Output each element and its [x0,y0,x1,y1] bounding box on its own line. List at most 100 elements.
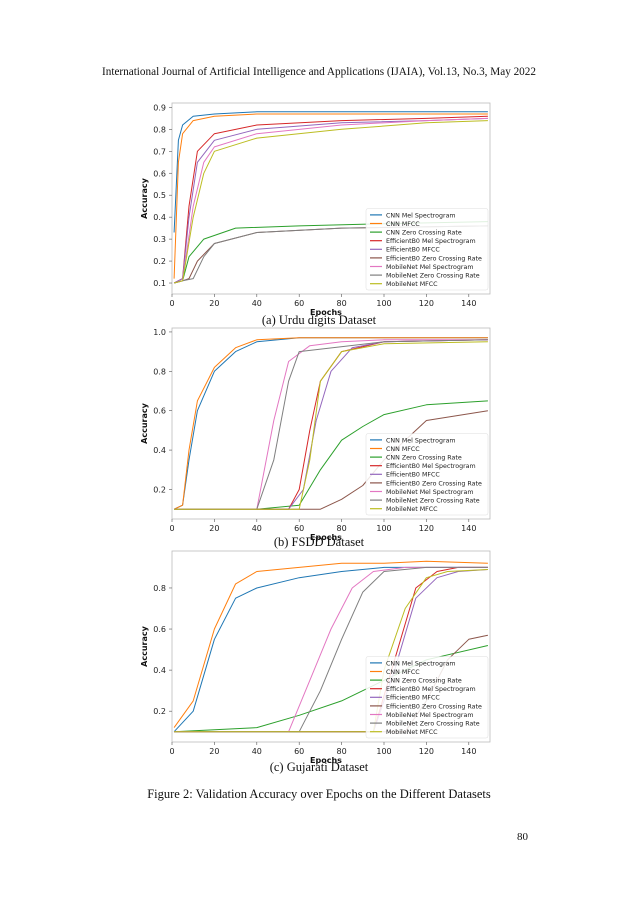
x-tick-label: 80 [337,299,347,308]
legend-label: MobileNet Mel Spectrogram [386,264,473,271]
x-tick-label: 60 [294,747,304,756]
legend-label: CNN Zero Crossing Rate [386,230,462,237]
y-tick-label: 0.6 [153,625,166,634]
legend-label: MobileNet Mel Spectrogram [386,489,473,496]
y-tick-label: 0.8 [153,367,166,376]
series-line-2 [173,113,488,279]
y-tick-label: 0.9 [153,103,166,112]
y-tick-label: 0.5 [153,191,166,200]
y-tick-label: 0.4 [153,213,166,222]
legend-label: CNN MFCC [386,221,420,228]
caption-c: (c) Gujarati Dataset [269,760,369,774]
legend-box [365,656,489,739]
legend-label: EfficientB0 Mel Spectrogram [386,238,476,245]
y-tick-label: 0.2 [153,485,166,494]
x-tick-label: 120 [419,747,434,756]
chart-gujarati: 0.2 0.4 0.6 0.8 0 20 40 60 80 100 120 140 Epochs Accu… [132,546,502,768]
x-tick-label: 40 [252,299,262,308]
y-tick-label: 0.6 [153,169,166,178]
chart-urdu-svg: 0.1 0.2 0.3 0.4 0.5 0.6 0.7 0.8 0.9 0 20 40 60 80 100 1… [140,102,491,317]
series-line-2 [173,337,488,510]
y-tick-label: 0.2 [153,707,166,716]
chart-fsdd: 0.2 0.4 0.6 0.8 1.0 0 20 40 60 80 100 120 140 Epochs A… [132,323,502,545]
y-tick-label: 0.3 [153,235,166,244]
legend-label: CNN MFCC [386,446,420,453]
legend-label: CNN Mel Spectrogram [386,212,456,219]
series-line-9 [174,341,488,510]
legend-label: EfficientB0 MFCC [386,695,440,702]
series-line-9 [173,120,488,284]
legend-label: MobileNet Zero Crossing Rate [386,721,480,728]
legend-label: EfficientB0 MFCC [386,472,440,479]
x-tick-label: 100 [376,747,391,756]
series-line-7 [174,339,488,510]
x-tick-label: 80 [337,747,347,756]
y-axis-label: Accuracy [140,402,149,443]
x-tick-label: 0 [169,524,174,533]
chart-urdu: 0.1 0.2 0.3 0.4 0.5 0.6 0.7 0.8 0.9 0 20 40 60 80 100 1… [132,98,502,320]
legend-label: CNN Zero Crossing Rate [386,678,462,685]
x-tick-label: 20 [209,299,219,308]
y-tick-label: 0.4 [153,666,166,675]
x-tick-label: 40 [252,747,262,756]
series-line-8 [173,225,488,284]
x-tick-label: 0 [169,747,174,756]
x-tick-label: 100 [376,524,391,533]
x-tick-label: 20 [209,524,219,533]
caption-a: (a) Urdu digits Dataset [261,313,377,327]
y-axis-label: Accuracy [140,625,149,666]
legend-box [365,208,489,291]
series-line-1 [173,111,488,233]
x-axis-label: Epochs [310,756,342,765]
legend-label: EfficientB0 Mel Spectrogram [386,686,476,693]
x-tick-label: 120 [419,299,434,308]
y-tick-label: 0.8 [153,125,166,134]
legend-label: CNN Mel Spectrogram [386,660,456,667]
y-axis-label: Accuracy [140,177,149,218]
legend-label: EfficientB0 Zero Crossing Rate [386,255,482,262]
figure-caption: Figure 2: Validation Accuracy over Epoch… [147,787,491,801]
legend-label: MobileNet MFCC [386,506,438,513]
legend-label: MobileNet Mel Spectrogram [386,712,473,719]
x-tick-label: 140 [461,524,476,533]
x-axis-label: Epochs [310,308,342,317]
x-axis-label: Epochs [310,533,342,542]
legend-label: MobileNet Zero Crossing Rate [386,498,480,505]
page-number: 80 [517,831,528,843]
journal-header: International Journal of Artificial Inte… [102,66,536,78]
y-tick-label: 0.1 [153,279,166,288]
legend-label: EfficientB0 Zero Crossing Rate [386,703,482,710]
x-tick-label: 140 [461,747,476,756]
x-tick-label: 0 [169,299,174,308]
legend-label: CNN MFCC [386,669,420,676]
y-tick-label: 0.4 [153,446,166,455]
legend-label: CNN Mel Spectrogram [386,437,456,444]
x-tick-label: 60 [294,524,304,533]
series-line-7 [173,117,488,284]
chart-gujarati-svg: 0.2 0.4 0.6 0.8 0 20 40 60 80 100 120 140 Epochs Accu… [140,550,491,765]
series-line-7 [174,566,488,733]
x-tick-label: 20 [209,747,219,756]
y-tick-label: 0.8 [153,584,166,593]
x-tick-label: 80 [337,524,347,533]
legend-box [365,433,489,516]
legend-label: EfficientB0 MFCC [386,247,440,254]
legend-label: MobileNet MFCC [386,281,438,288]
caption-b: (b) FSDD Dataset [273,535,365,549]
y-tick-label: 0.2 [153,257,166,266]
series-line-5 [173,117,488,284]
x-tick-label: 40 [252,524,262,533]
x-tick-label: 60 [294,299,304,308]
legend-label: MobileNet Zero Crossing Rate [386,273,480,280]
series-line-3 [174,400,488,510]
chart-fsdd-svg: 0.2 0.4 0.6 0.8 1.0 0 20 40 60 80 100 120 140 Epochs A… [140,327,491,542]
y-tick-label: 1.0 [153,328,166,337]
y-tick-label: 0.7 [153,147,166,156]
legend-label: CNN Zero Crossing Rate [386,455,462,462]
x-tick-label: 100 [376,299,391,308]
legend-label: EfficientB0 Mel Spectrogram [386,463,476,470]
series-line-8 [174,566,488,733]
series-line-2 [173,560,488,728]
legend-label: EfficientB0 Zero Crossing Rate [386,480,482,487]
x-tick-label: 140 [461,299,476,308]
